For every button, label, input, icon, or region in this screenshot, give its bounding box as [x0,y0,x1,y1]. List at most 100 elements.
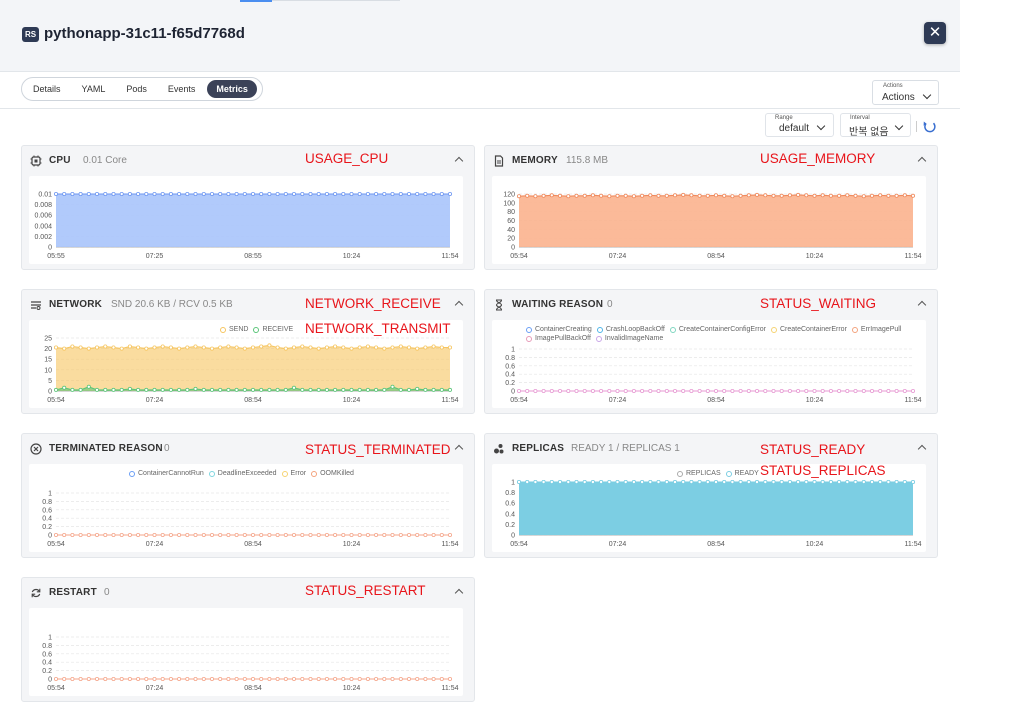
data-point[interactable] [779,389,784,394]
data-point[interactable] [894,193,899,198]
data-point[interactable] [406,387,411,392]
data-point[interactable] [713,479,718,484]
data-point[interactable] [390,345,395,350]
data-point[interactable] [62,346,67,351]
data-point[interactable] [103,533,108,538]
data-point[interactable] [95,677,100,682]
data-point[interactable] [648,193,653,198]
data-point[interactable] [869,389,874,394]
data-point[interactable] [439,191,444,196]
data-point[interactable] [136,387,141,392]
data-point[interactable] [226,344,231,349]
legend-item[interactable]: RECEIVE [253,325,293,334]
data-point[interactable] [300,191,305,196]
data-point[interactable] [136,345,141,350]
data-point[interactable] [771,479,776,484]
data-point[interactable] [582,479,587,484]
tab-pods[interactable]: Pods [126,84,147,94]
data-point[interactable] [259,344,264,349]
data-point[interactable] [689,389,694,394]
data-point[interactable] [910,479,915,484]
data-point[interactable] [349,387,354,392]
data-point[interactable] [722,193,727,198]
data-point[interactable] [390,533,395,538]
close-button[interactable]: ✕ [924,22,946,44]
data-point[interactable] [599,193,604,198]
data-point[interactable] [689,479,694,484]
data-point[interactable] [631,389,636,394]
data-point[interactable] [234,345,239,350]
data-point[interactable] [349,533,354,538]
data-point[interactable] [300,344,305,349]
data-point[interactable] [357,345,362,350]
data-point[interactable] [62,677,67,682]
data-point[interactable] [259,387,264,392]
data-point[interactable] [738,193,743,198]
legend-item[interactable]: ContainerCreating [526,325,592,334]
data-point[interactable] [357,677,362,682]
data-point[interactable] [53,191,58,196]
data-point[interactable] [119,191,124,196]
data-point[interactable] [283,677,288,682]
data-point[interactable] [582,389,587,394]
data-point[interactable] [423,677,428,682]
collapse-icon[interactable] [454,300,464,310]
data-point[interactable] [193,191,198,196]
data-point[interactable] [324,191,329,196]
data-point[interactable] [672,193,677,198]
data-point[interactable] [349,191,354,196]
data-point[interactable] [160,344,165,349]
data-point[interactable] [664,193,669,198]
data-point[interactable] [447,533,452,538]
data-point[interactable] [201,533,206,538]
data-point[interactable] [177,346,182,351]
data-point[interactable] [796,389,801,394]
data-point[interactable] [78,387,83,392]
data-point[interactable] [415,346,420,351]
data-point[interactable] [324,387,329,392]
data-point[interactable] [209,191,214,196]
data-point[interactable] [828,389,833,394]
data-point[interactable] [574,389,579,394]
data-point[interactable] [127,191,132,196]
data-point[interactable] [415,533,420,538]
data-point[interactable] [218,533,223,538]
data-point[interactable] [541,193,546,198]
legend-item[interactable]: ImagePullBackOff [526,334,591,343]
tab-details[interactable]: Details [33,84,61,94]
data-point[interactable] [566,389,571,394]
data-point[interactable] [300,677,305,682]
data-point[interactable] [812,193,817,198]
data-point[interactable] [697,389,702,394]
legend-item[interactable]: DeadlineExceeded [208,469,277,478]
data-point[interactable] [631,194,636,199]
data-point[interactable] [70,191,75,196]
data-point[interactable] [640,389,645,394]
data-point[interactable] [53,345,58,350]
data-point[interactable] [398,533,403,538]
data-point[interactable] [390,191,395,196]
data-point[interactable] [365,677,370,682]
data-point[interactable] [62,191,67,196]
data-point[interactable] [333,533,338,538]
data-point[interactable] [374,345,379,350]
data-point[interactable] [95,387,100,392]
tab-yaml[interactable]: YAML [81,84,106,94]
data-point[interactable] [152,191,157,196]
data-point[interactable] [549,479,554,484]
data-point[interactable] [869,479,874,484]
data-point[interactable] [681,479,686,484]
data-point[interactable] [152,533,157,538]
data-point[interactable] [549,389,554,394]
data-point[interactable] [144,387,149,392]
data-point[interactable] [738,479,743,484]
data-point[interactable] [127,677,132,682]
data-point[interactable] [70,533,75,538]
data-point[interactable] [218,677,223,682]
data-point[interactable] [95,533,100,538]
data-point[interactable] [902,389,907,394]
data-point[interactable] [697,193,702,198]
data-point[interactable] [787,193,792,198]
data-point[interactable] [250,191,255,196]
data-point[interactable] [623,389,628,394]
